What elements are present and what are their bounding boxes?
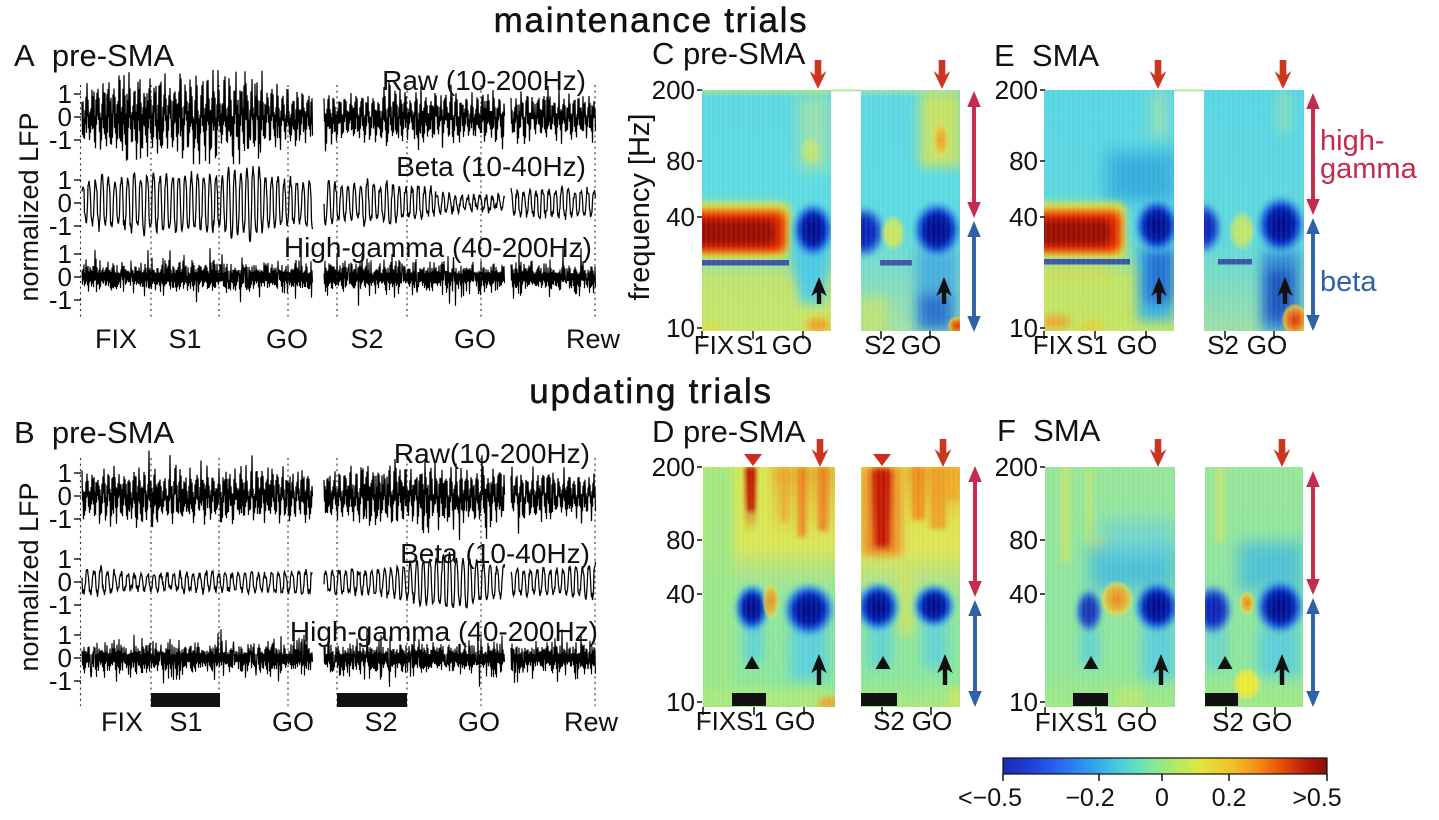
svg-text:1: 1 bbox=[58, 239, 72, 269]
svg-text:normalized LFP: normalized LFP bbox=[14, 112, 44, 301]
svg-text:S2: S2 bbox=[1212, 707, 1244, 737]
svg-text:S1: S1 bbox=[168, 324, 201, 354]
svg-text:0: 0 bbox=[58, 481, 72, 511]
svg-text:F SMA: F SMA bbox=[997, 413, 1101, 448]
svg-text:High-gamma (40-200Hz): High-gamma (40-200Hz) bbox=[290, 616, 598, 647]
svg-text:Beta (10-40Hz): Beta (10-40Hz) bbox=[396, 151, 586, 182]
svg-text:80: 80 bbox=[1009, 525, 1038, 555]
svg-text:S2: S2 bbox=[364, 707, 397, 737]
svg-text:1: 1 bbox=[58, 620, 72, 650]
svg-text:FIX: FIX bbox=[694, 330, 734, 360]
svg-text:200: 200 bbox=[652, 452, 695, 482]
svg-text:GO: GO bbox=[1117, 707, 1157, 737]
svg-text:0: 0 bbox=[58, 188, 72, 218]
svg-text:normalized LFP: normalized LFP bbox=[14, 482, 44, 671]
svg-text:10: 10 bbox=[1009, 313, 1038, 343]
svg-text:S1: S1 bbox=[1076, 330, 1108, 360]
svg-text:0: 0 bbox=[58, 567, 72, 597]
svg-text:S2: S2 bbox=[1207, 330, 1239, 360]
svg-text:200: 200 bbox=[995, 452, 1038, 482]
svg-text:FIX: FIX bbox=[696, 706, 736, 736]
svg-text:FIX: FIX bbox=[95, 324, 137, 354]
svg-text:1: 1 bbox=[58, 79, 72, 109]
svg-text:Raw(10-200Hz): Raw(10-200Hz) bbox=[394, 438, 590, 469]
svg-text:A pre-SMA: A pre-SMA bbox=[14, 38, 175, 73]
svg-text:0: 0 bbox=[58, 643, 72, 673]
svg-text:Rew: Rew bbox=[566, 324, 621, 354]
svg-text:80: 80 bbox=[666, 525, 695, 555]
svg-text:S2: S2 bbox=[873, 706, 905, 736]
svg-text:updating trials: updating trials bbox=[529, 372, 772, 411]
svg-text:S1: S1 bbox=[736, 706, 768, 736]
svg-text:maintenance trials: maintenance trials bbox=[494, 1, 809, 40]
svg-text:GO: GO bbox=[772, 330, 812, 360]
svg-text:40: 40 bbox=[1009, 202, 1038, 232]
svg-text:-1: -1 bbox=[49, 504, 72, 534]
svg-text:−0.2: −0.2 bbox=[1065, 784, 1114, 812]
svg-text:0: 0 bbox=[58, 262, 72, 292]
svg-text:10: 10 bbox=[1009, 687, 1038, 717]
svg-text:S1: S1 bbox=[736, 330, 768, 360]
svg-text:beta: beta bbox=[1320, 266, 1377, 298]
svg-text:S2: S2 bbox=[350, 324, 383, 354]
svg-text:200: 200 bbox=[652, 75, 695, 105]
svg-text:0: 0 bbox=[1155, 784, 1169, 812]
svg-text:FIX: FIX bbox=[101, 707, 143, 737]
svg-text:gamma: gamma bbox=[1320, 153, 1418, 185]
svg-text:GO: GO bbox=[1247, 330, 1287, 360]
svg-text:10: 10 bbox=[666, 313, 695, 343]
svg-text:0: 0 bbox=[58, 102, 72, 132]
svg-text:Raw (10-200Hz): Raw (10-200Hz) bbox=[382, 65, 586, 96]
svg-text:GO: GO bbox=[272, 707, 314, 737]
svg-text:E SMA: E SMA bbox=[994, 38, 1099, 73]
svg-text:S1: S1 bbox=[1076, 707, 1108, 737]
svg-text:FIX: FIX bbox=[1033, 330, 1073, 360]
svg-text:High-gamma (40-200Hz): High-gamma (40-200Hz) bbox=[284, 232, 592, 263]
svg-text:Rew: Rew bbox=[564, 707, 619, 737]
svg-text:GO: GO bbox=[1252, 707, 1292, 737]
svg-text:S2: S2 bbox=[864, 330, 896, 360]
svg-text:GO: GO bbox=[458, 707, 500, 737]
svg-text:GO: GO bbox=[912, 706, 952, 736]
svg-text:-1: -1 bbox=[49, 666, 72, 696]
svg-text:GO: GO bbox=[775, 706, 815, 736]
svg-text:40: 40 bbox=[1009, 579, 1038, 609]
svg-text:B pre-SMA: B pre-SMA bbox=[14, 415, 175, 450]
svg-text:80: 80 bbox=[1009, 146, 1038, 176]
svg-text:GO: GO bbox=[901, 330, 941, 360]
svg-text:C pre-SMA: C pre-SMA bbox=[652, 36, 806, 71]
svg-text:1: 1 bbox=[58, 458, 72, 488]
svg-text:10: 10 bbox=[666, 687, 695, 717]
svg-text:FIX: FIX bbox=[1035, 707, 1075, 737]
svg-text:GO: GO bbox=[454, 324, 496, 354]
svg-text:>0.5: >0.5 bbox=[1292, 784, 1341, 812]
svg-text:40: 40 bbox=[666, 202, 695, 232]
svg-text:<−0.5: <−0.5 bbox=[958, 784, 1022, 812]
svg-text:-1: -1 bbox=[49, 211, 72, 241]
svg-text:frequency [Hz]: frequency [Hz] bbox=[624, 114, 656, 301]
svg-text:0.2: 0.2 bbox=[1212, 784, 1247, 812]
svg-text:1: 1 bbox=[58, 165, 72, 195]
svg-text:200: 200 bbox=[995, 75, 1038, 105]
svg-text:GO: GO bbox=[266, 324, 308, 354]
svg-text:Beta (10-40Hz): Beta (10-40Hz) bbox=[400, 538, 590, 569]
svg-text:-1: -1 bbox=[49, 590, 72, 620]
svg-text:GO: GO bbox=[1117, 330, 1157, 360]
svg-text:high-: high- bbox=[1320, 125, 1385, 157]
svg-text:40: 40 bbox=[666, 579, 695, 609]
svg-text:-1: -1 bbox=[49, 125, 72, 155]
svg-text:-1: -1 bbox=[49, 285, 72, 315]
svg-text:S1: S1 bbox=[169, 707, 202, 737]
svg-text:80: 80 bbox=[666, 146, 695, 176]
svg-text:D pre-SMA: D pre-SMA bbox=[652, 414, 806, 449]
svg-text:1: 1 bbox=[58, 544, 72, 574]
